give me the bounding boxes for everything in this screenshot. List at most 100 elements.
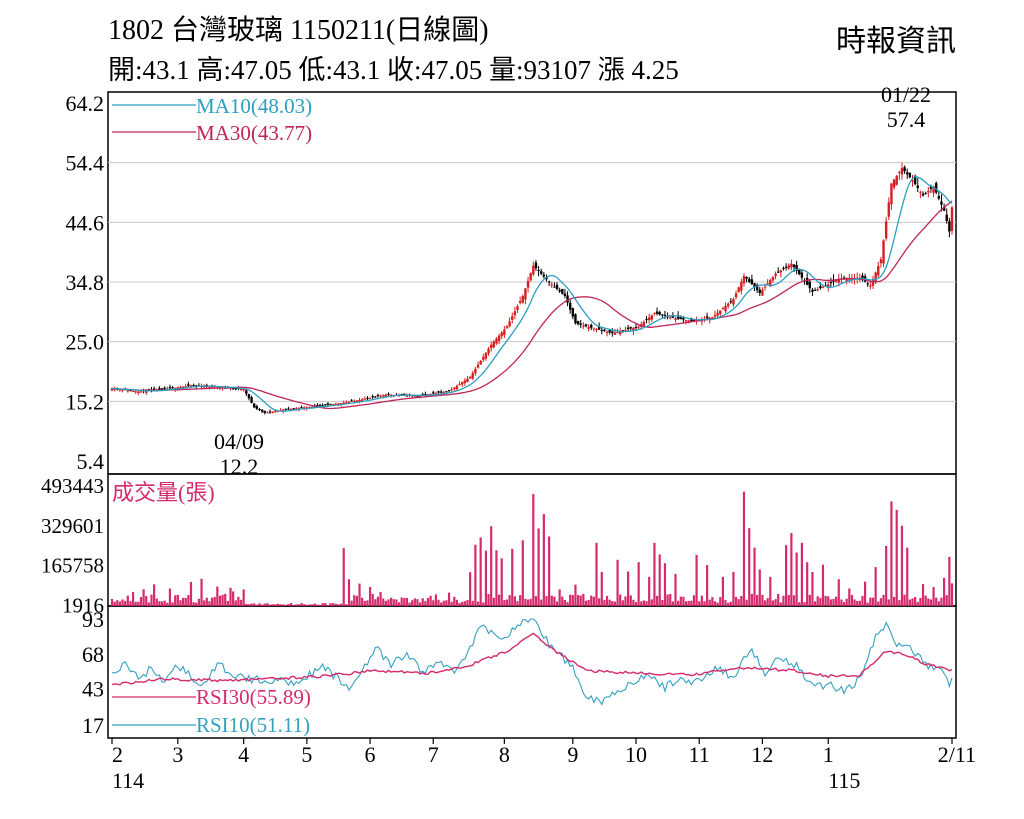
candle-body xyxy=(898,171,901,173)
candle-body xyxy=(906,172,909,175)
volume-bar xyxy=(595,542,598,606)
candle-body xyxy=(811,289,814,292)
volume-legend-label: 成交量(張) xyxy=(112,480,215,505)
volume-bar xyxy=(619,594,622,606)
volume-bar xyxy=(645,601,648,606)
price-tick-label: 44.6 xyxy=(66,210,105,235)
candle-body xyxy=(508,321,511,327)
volume-bar xyxy=(692,595,696,606)
candle-body xyxy=(927,190,930,193)
candle-body xyxy=(131,390,135,392)
volume-bar xyxy=(935,597,938,606)
candle-body xyxy=(721,308,725,310)
candle-body xyxy=(532,265,535,275)
volume-bar xyxy=(566,602,569,606)
volume-bar xyxy=(250,603,253,606)
candle-body xyxy=(458,383,461,385)
volume-bar xyxy=(611,601,614,606)
candle-body xyxy=(145,390,148,393)
volume-bar xyxy=(392,599,395,606)
candle-body xyxy=(808,281,812,289)
volume-bar xyxy=(634,602,638,606)
volume-bar xyxy=(155,598,158,606)
price-tick-label: 34.8 xyxy=(66,270,105,295)
candle-body xyxy=(413,395,417,397)
volume-bar xyxy=(898,600,901,606)
candle-body xyxy=(368,397,372,399)
volume-bar xyxy=(284,605,287,606)
volume-bar xyxy=(916,601,919,606)
volume-bar xyxy=(627,571,630,606)
volume-bar xyxy=(658,554,661,606)
candle-body xyxy=(239,388,243,390)
candle-body xyxy=(434,393,438,395)
candle-body xyxy=(582,325,585,327)
volume-bar xyxy=(719,597,722,606)
volume-bar xyxy=(587,599,590,606)
candle-body xyxy=(605,331,609,334)
candle-body xyxy=(113,388,116,391)
candle-body xyxy=(869,285,872,287)
volume-bar xyxy=(345,604,348,606)
candle-body xyxy=(484,352,488,359)
candle-body xyxy=(884,221,888,239)
volume-bar xyxy=(563,599,567,606)
volume-bar xyxy=(300,603,303,606)
volume-bar xyxy=(861,595,864,606)
candle-body xyxy=(521,296,524,303)
rsi-tick-label: 43 xyxy=(82,677,104,702)
volume-bar xyxy=(163,600,166,606)
volume-bar xyxy=(579,595,582,606)
candle-body xyxy=(903,167,906,172)
volume-bar xyxy=(753,547,756,606)
volume-bar xyxy=(529,598,532,606)
candle-body xyxy=(366,398,369,400)
volume-bar xyxy=(642,600,646,606)
volume-bar xyxy=(355,595,358,606)
volume-tick-label: 329601 xyxy=(41,514,104,538)
candle-body xyxy=(645,319,648,321)
candle-body xyxy=(208,386,211,388)
candle-body xyxy=(684,320,688,322)
rsi30-line xyxy=(111,632,953,686)
candle-body xyxy=(550,284,553,286)
volume-bar xyxy=(253,603,256,606)
volume-bar xyxy=(447,592,451,606)
candle-body xyxy=(755,284,759,291)
volume-bar xyxy=(605,595,609,606)
candle-body xyxy=(945,214,948,222)
candle-body xyxy=(637,326,640,328)
volume-bar xyxy=(537,528,540,606)
candle-body xyxy=(900,168,904,175)
volume-bar xyxy=(687,600,690,606)
volume-bar xyxy=(418,602,422,606)
volume-bar xyxy=(247,604,251,606)
candle-body xyxy=(655,311,659,314)
volume-bar xyxy=(337,604,340,606)
volume-bar xyxy=(648,576,651,606)
candle-body xyxy=(629,327,632,329)
price-tick-label: 64.2 xyxy=(66,91,105,116)
volume-bar xyxy=(874,567,877,606)
volume-bar xyxy=(171,602,174,606)
volume-bar xyxy=(629,595,632,606)
volume-bar xyxy=(455,599,459,606)
volume-bar xyxy=(287,604,290,606)
candle-body xyxy=(726,303,730,307)
candle-body xyxy=(482,356,485,360)
volume-bar xyxy=(292,605,295,606)
volume-bar xyxy=(671,601,674,606)
candle-body xyxy=(463,380,467,384)
candle-body xyxy=(289,408,293,410)
volume-bar xyxy=(384,600,387,606)
volume-bar xyxy=(721,576,725,606)
candle-body xyxy=(611,331,614,334)
candle-body xyxy=(350,400,353,402)
rsi10-legend-label: RSI10(51.11) xyxy=(196,713,310,737)
volume-bar xyxy=(500,558,503,606)
volume-bar xyxy=(482,602,485,606)
volume-bar xyxy=(813,601,817,606)
volume-bar xyxy=(782,595,785,606)
volume-bar xyxy=(848,588,851,606)
candle-body xyxy=(821,286,825,288)
